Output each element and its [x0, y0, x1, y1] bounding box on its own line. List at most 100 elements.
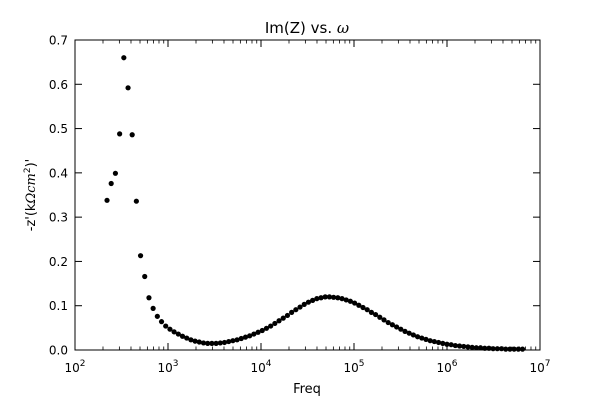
data-point — [322, 294, 328, 300]
x-tick-label: 106 — [436, 359, 457, 375]
data-point — [251, 331, 257, 337]
x-tick-label: 104 — [250, 359, 271, 375]
x-tick-label: 105 — [343, 359, 364, 375]
y-axis-label: -z'(kΩcm2)' — [23, 159, 39, 231]
data-point — [414, 334, 421, 340]
data-point — [373, 311, 379, 318]
y-axis-label-suffix: )' — [24, 159, 39, 168]
data-point — [263, 325, 270, 331]
data-point — [137, 253, 144, 259]
data-point — [423, 336, 429, 342]
axis-ticks: 102 103 104 105 106 1070.00.10.20.30.40.50.60… — [49, 34, 551, 376]
data-point — [465, 344, 471, 350]
data-point — [154, 313, 160, 319]
y-axis-label-sup: 2 — [23, 167, 33, 173]
chart-title: Im(Z) vs. ω — [265, 19, 349, 37]
data-point — [200, 340, 207, 346]
data-point — [427, 338, 433, 344]
data-point — [167, 326, 173, 332]
data-point — [163, 323, 169, 329]
data-point — [452, 342, 458, 349]
data-point — [234, 337, 240, 343]
y-axis-label-math: Ωcm — [24, 173, 39, 204]
x-tick-label-exponent: 6 — [452, 359, 458, 369]
data-point — [188, 337, 194, 343]
y-tick-label: 0.5 — [49, 122, 68, 136]
data-point — [280, 315, 286, 321]
x-tick-label-exponent: 3 — [173, 359, 179, 369]
data-point — [121, 55, 127, 61]
chart-title-text: Im(Z) vs. — [265, 19, 337, 37]
data-point — [410, 332, 416, 338]
data-point — [314, 296, 320, 302]
data-point — [406, 330, 412, 336]
data-points — [104, 55, 526, 352]
data-point — [272, 320, 278, 327]
data-point — [284, 312, 291, 319]
data-point — [419, 335, 425, 341]
data-point — [339, 296, 345, 302]
x-tick-label-exponent: 2 — [80, 359, 86, 369]
data-point — [142, 273, 148, 280]
data-point — [326, 294, 333, 300]
data-point — [133, 198, 139, 204]
data-point — [213, 340, 219, 346]
data-point — [117, 131, 123, 137]
data-point — [398, 326, 404, 332]
data-point — [247, 333, 253, 339]
data-point — [205, 340, 211, 346]
data-point — [347, 298, 354, 304]
x-tick-label-base: 10 — [64, 361, 79, 375]
data-point — [192, 338, 198, 344]
chart-title-symbol: ω — [337, 19, 349, 37]
data-point — [104, 197, 110, 203]
y-tick-label: 0.3 — [49, 211, 68, 225]
data-point — [129, 132, 135, 138]
data-point — [456, 343, 463, 349]
data-point — [268, 323, 274, 329]
data-point — [331, 294, 337, 300]
data-point — [519, 346, 526, 352]
data-point — [255, 329, 261, 335]
data-point — [146, 295, 152, 301]
data-point — [158, 319, 165, 325]
data-point — [385, 319, 391, 326]
data-point — [310, 297, 316, 303]
x-tick-label-base: 10 — [436, 361, 451, 375]
data-point — [477, 345, 484, 351]
data-point — [108, 180, 114, 187]
data-point — [184, 335, 190, 341]
data-point — [356, 302, 362, 308]
data-point — [431, 338, 437, 345]
data-point — [318, 295, 324, 301]
data-point — [293, 307, 299, 313]
data-point — [393, 324, 400, 330]
data-point — [461, 343, 467, 350]
data-point — [259, 327, 265, 334]
data-point — [469, 344, 475, 350]
x-tick-label-base: 10 — [157, 361, 172, 375]
x-tick-label-base: 10 — [250, 361, 265, 375]
data-point — [179, 333, 186, 339]
data-point — [297, 304, 303, 310]
data-point — [440, 340, 446, 346]
data-point — [209, 340, 215, 346]
data-point — [242, 334, 249, 340]
data-point — [276, 318, 282, 324]
x-tick-label-base: 10 — [343, 361, 358, 375]
y-axis-label-prefix: -z'(k — [24, 203, 39, 231]
x-tick-label: 107 — [529, 359, 550, 375]
data-point — [448, 342, 454, 348]
y-tick-label: 0.0 — [49, 344, 68, 358]
data-point — [352, 300, 358, 306]
data-point — [226, 338, 232, 345]
data-point — [364, 307, 370, 313]
data-point — [125, 85, 131, 91]
data-point — [381, 317, 387, 323]
x-tick-label-exponent: 7 — [545, 359, 551, 369]
data-point — [389, 322, 395, 328]
data-point — [435, 339, 442, 346]
data-point — [150, 305, 156, 311]
data-point — [368, 309, 375, 315]
y-tick-label: 0.7 — [49, 34, 68, 48]
